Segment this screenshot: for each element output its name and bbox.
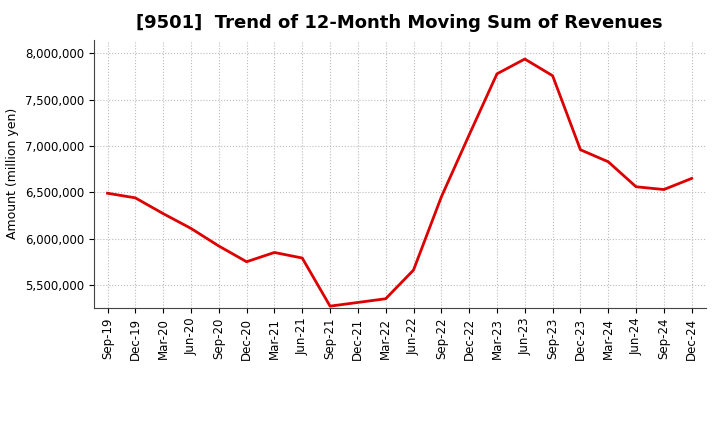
Y-axis label: Amount (million yen): Amount (million yen) [6,108,19,239]
Title: [9501]  Trend of 12-Month Moving Sum of Revenues: [9501] Trend of 12-Month Moving Sum of R… [136,15,663,33]
